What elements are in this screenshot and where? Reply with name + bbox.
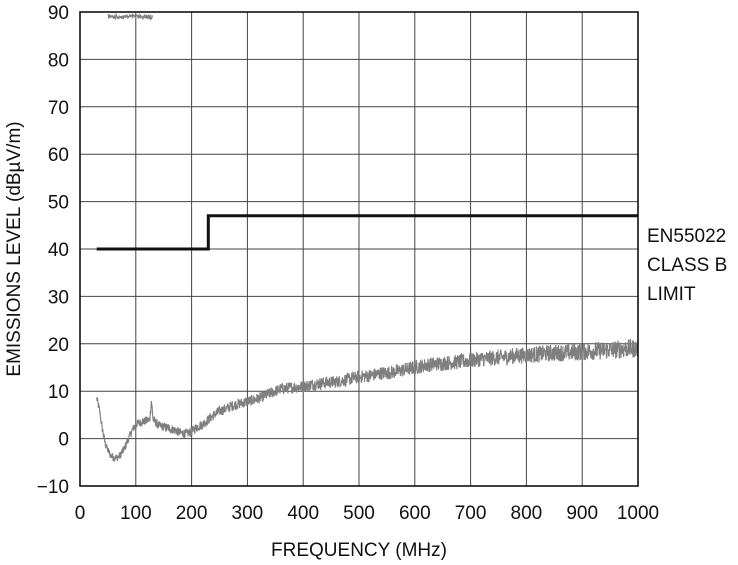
- clipped-trace-top: [107, 12, 153, 22]
- emissions-trace: [96, 12, 639, 462]
- y-tick-label: −10: [37, 477, 69, 498]
- y-tick-label: 50: [48, 193, 69, 214]
- x-tick-label: 600: [399, 503, 431, 524]
- x-tick-label: 200: [176, 503, 208, 524]
- x-axis-label: FREQUENCY (MHz): [271, 540, 447, 561]
- y-tick-label: 60: [48, 145, 69, 166]
- x-tick-label: 800: [511, 503, 543, 524]
- plot-frame: [79, 11, 639, 487]
- x-tick-label: 400: [287, 503, 319, 524]
- y-tick-label: 40: [48, 240, 69, 261]
- grid-lines: [80, 12, 638, 486]
- limit-label-line-2: CLASS B: [647, 255, 727, 276]
- y-tick-label: 0: [58, 430, 69, 451]
- x-tick-label: 500: [343, 503, 375, 524]
- y-tick-label: 30: [48, 287, 69, 308]
- x-tick-label: 700: [455, 503, 487, 524]
- y-tick-label: 70: [48, 98, 69, 119]
- x-tick-label: 900: [566, 503, 598, 524]
- limit-series-line: [96, 214, 638, 251]
- y-tick-label: 20: [48, 335, 69, 356]
- x-tick-label: 0: [75, 503, 86, 524]
- x-tick-label: 300: [232, 503, 264, 524]
- y-tick-label: 10: [48, 382, 69, 403]
- x-tick-label: 100: [120, 503, 152, 524]
- x-tick-label: 1000: [617, 503, 659, 524]
- y-tick-label: 90: [48, 3, 69, 24]
- y-axis-label: EMISSIONS LEVEL (dBµV/m): [4, 121, 25, 376]
- emissions-series-line: [96, 339, 639, 462]
- y-tick-label: 80: [48, 50, 69, 71]
- limit-line: [96, 214, 638, 251]
- limit-label-line-1: EN55022: [647, 226, 726, 247]
- limit-label-line-3: LIMIT: [647, 284, 696, 305]
- x-tick-labels: 0 100 200 300 400 500 600 700 800 900 1000: [75, 503, 659, 524]
- y-tick-labels: −10 0 10 20 30 40 50 60 70 80 90: [37, 3, 69, 498]
